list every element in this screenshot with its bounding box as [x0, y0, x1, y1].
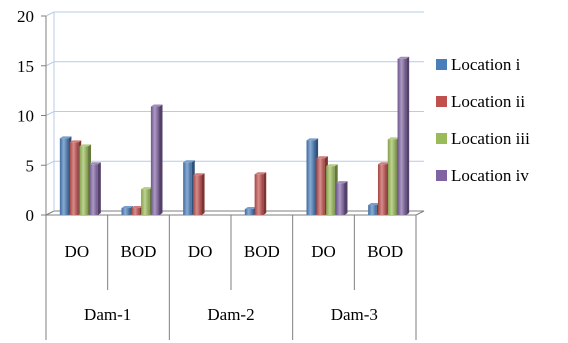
y-tick-label: 5: [26, 156, 35, 175]
gridline-side: [45, 61, 55, 67]
bar-top: [69, 140, 82, 143]
grid-layer: [45, 11, 425, 216]
bar-side: [159, 104, 163, 215]
axis-layer: 0 5 10 15 20: [17, 7, 417, 340]
label-layer: DO BOD DO BOD DO BOD Dam-1 Dam-2 Dam-3: [65, 242, 404, 324]
bar-top: [368, 203, 380, 206]
legend-swatch: [436, 96, 447, 107]
bar: [192, 173, 205, 215]
bar-front: [326, 166, 335, 215]
bar-top: [79, 144, 92, 147]
bar: [335, 181, 348, 215]
legend-item: Location i: [436, 55, 521, 74]
bar-top: [306, 138, 319, 141]
legend-label: Location iv: [451, 166, 529, 185]
bar-layer: [59, 56, 410, 215]
bar-side: [406, 56, 410, 215]
category-label: DO: [188, 242, 213, 261]
bar-front: [131, 208, 140, 215]
gridline-side: [45, 11, 55, 17]
bar-side: [263, 172, 267, 215]
bar-top: [397, 56, 410, 59]
bar: [397, 56, 410, 215]
group-label: Dam-3: [331, 305, 378, 324]
gridline-side: [45, 160, 55, 166]
bar-top: [192, 173, 205, 176]
bar-front: [254, 174, 264, 215]
bar-top: [326, 164, 338, 167]
bar-top: [131, 206, 143, 209]
bar-top: [121, 206, 134, 209]
bar-front: [397, 58, 407, 215]
legend: Location i Location ii Location iii Locatio…: [436, 55, 530, 185]
legend-swatch: [436, 59, 447, 70]
bar-side: [201, 173, 205, 215]
bar-front: [368, 205, 377, 215]
legend-item: Location ii: [436, 92, 525, 111]
category-label: BOD: [244, 242, 280, 261]
bar-front: [69, 142, 79, 215]
legend-swatch: [436, 170, 447, 181]
bar-side: [344, 181, 348, 215]
bar-top: [141, 187, 153, 190]
legend-item: Location iii: [436, 129, 530, 148]
bar-front: [59, 138, 69, 215]
category-label: BOD: [367, 242, 403, 261]
bar-front: [387, 139, 397, 215]
category-label: DO: [311, 242, 336, 261]
gridline-side: [45, 111, 55, 116]
group-label: Dam-1: [84, 305, 131, 324]
bar-top: [254, 172, 267, 175]
legend-label: Location iii: [451, 129, 530, 148]
bar-front: [141, 189, 150, 215]
plot-floor: [45, 210, 425, 216]
bar-front: [79, 146, 89, 215]
bar-top: [316, 156, 328, 159]
bar: [89, 162, 101, 215]
bar-front: [121, 208, 131, 215]
group-label: Dam-2: [207, 305, 254, 324]
legend-label: Location ii: [451, 92, 525, 111]
bar-side: [97, 162, 101, 215]
bar-front: [377, 164, 387, 215]
y-tick-label: 15: [17, 57, 34, 76]
legend-swatch: [436, 133, 447, 144]
bar-top: [59, 136, 72, 139]
bar-top: [150, 104, 163, 107]
bar-top: [387, 137, 400, 140]
bar-front: [335, 183, 345, 215]
bar-top: [183, 160, 195, 163]
bar-top: [89, 162, 101, 165]
bar-front: [244, 209, 254, 215]
category-label: DO: [65, 242, 90, 261]
bar-top: [377, 162, 390, 165]
bar: [254, 172, 267, 215]
y-tick-label: 10: [17, 107, 34, 126]
bar-top: [335, 181, 348, 184]
bar-front: [306, 140, 316, 215]
bar: [150, 104, 163, 215]
category-label: BOD: [121, 242, 157, 261]
bar-front: [316, 158, 325, 215]
y-tick-label: 0: [26, 206, 35, 225]
y-tick-label: 20: [17, 7, 34, 26]
bar-top: [244, 207, 257, 210]
bar-front: [192, 175, 202, 215]
legend-item: Location iv: [436, 166, 529, 185]
bar-front: [183, 162, 192, 215]
bar-front: [89, 164, 98, 215]
legend-label: Location i: [451, 55, 521, 74]
bar-front: [150, 106, 160, 215]
